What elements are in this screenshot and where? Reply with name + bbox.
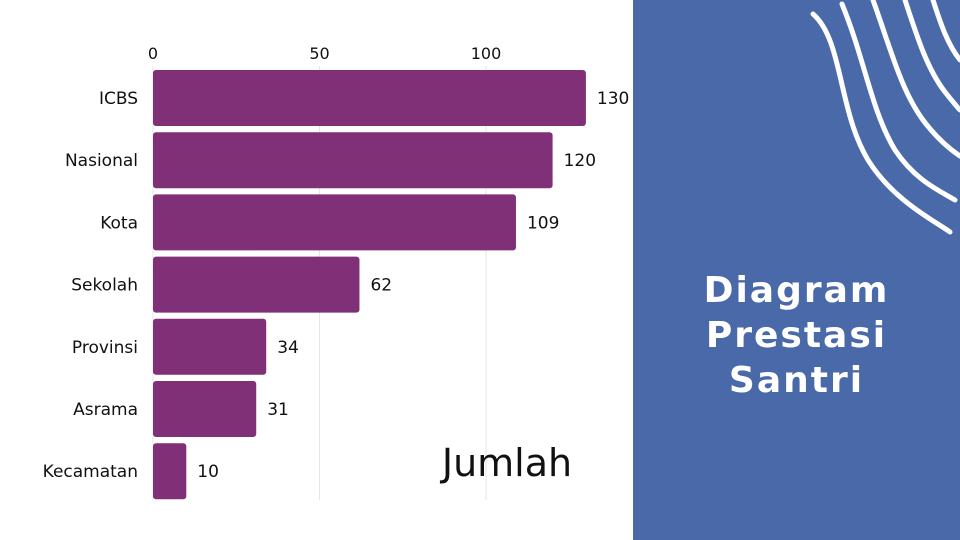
value-label: 34 xyxy=(277,338,299,358)
x-tick-labels: 0 50 100 xyxy=(148,44,501,63)
category-label: Sekolah xyxy=(71,276,138,296)
bar xyxy=(153,70,586,126)
panel-title-line-3: Santri xyxy=(728,360,865,401)
x-tick-label: 0 xyxy=(148,44,158,63)
bars xyxy=(153,70,586,500)
value-label: 10 xyxy=(197,462,219,482)
title-panel: Diagram Prestasi Santri xyxy=(633,0,960,540)
category-label: Kecamatan xyxy=(43,462,138,482)
x-tick-label: 50 xyxy=(309,44,329,63)
value-label: 120 xyxy=(564,151,596,171)
decorative-waves-icon xyxy=(810,0,960,235)
value-label: 109 xyxy=(527,213,559,233)
category-label: Asrama xyxy=(73,400,138,420)
panel-title-line-2: Prestasi xyxy=(705,315,888,356)
category-label: Provinsi xyxy=(72,338,138,358)
panel-title: Diagram Prestasi Santri xyxy=(633,268,960,403)
bar xyxy=(153,194,516,251)
bar-chart: 0 50 100 ICBS Nasional Kota Sekolah Provinsi As… xyxy=(43,44,629,500)
bar xyxy=(153,256,360,313)
bar xyxy=(153,443,187,500)
value-label: 62 xyxy=(370,276,392,296)
category-label: ICBS xyxy=(99,89,138,109)
category-label: Nasional xyxy=(65,151,138,171)
category-labels: ICBS Nasional Kota Sekolah Provinsi Asrama Kec… xyxy=(43,89,138,482)
category-label: Kota xyxy=(100,213,138,233)
panel-title-line-1: Diagram xyxy=(703,270,890,311)
bar xyxy=(153,318,267,375)
x-axis-label: Jumlah xyxy=(440,441,572,485)
value-label: 130 xyxy=(597,89,629,109)
x-tick-label: 100 xyxy=(471,44,502,63)
value-labels: 130 120 109 62 34 31 10 xyxy=(197,89,629,482)
bar xyxy=(153,132,553,189)
bar xyxy=(153,381,257,437)
value-label: 31 xyxy=(267,400,289,420)
